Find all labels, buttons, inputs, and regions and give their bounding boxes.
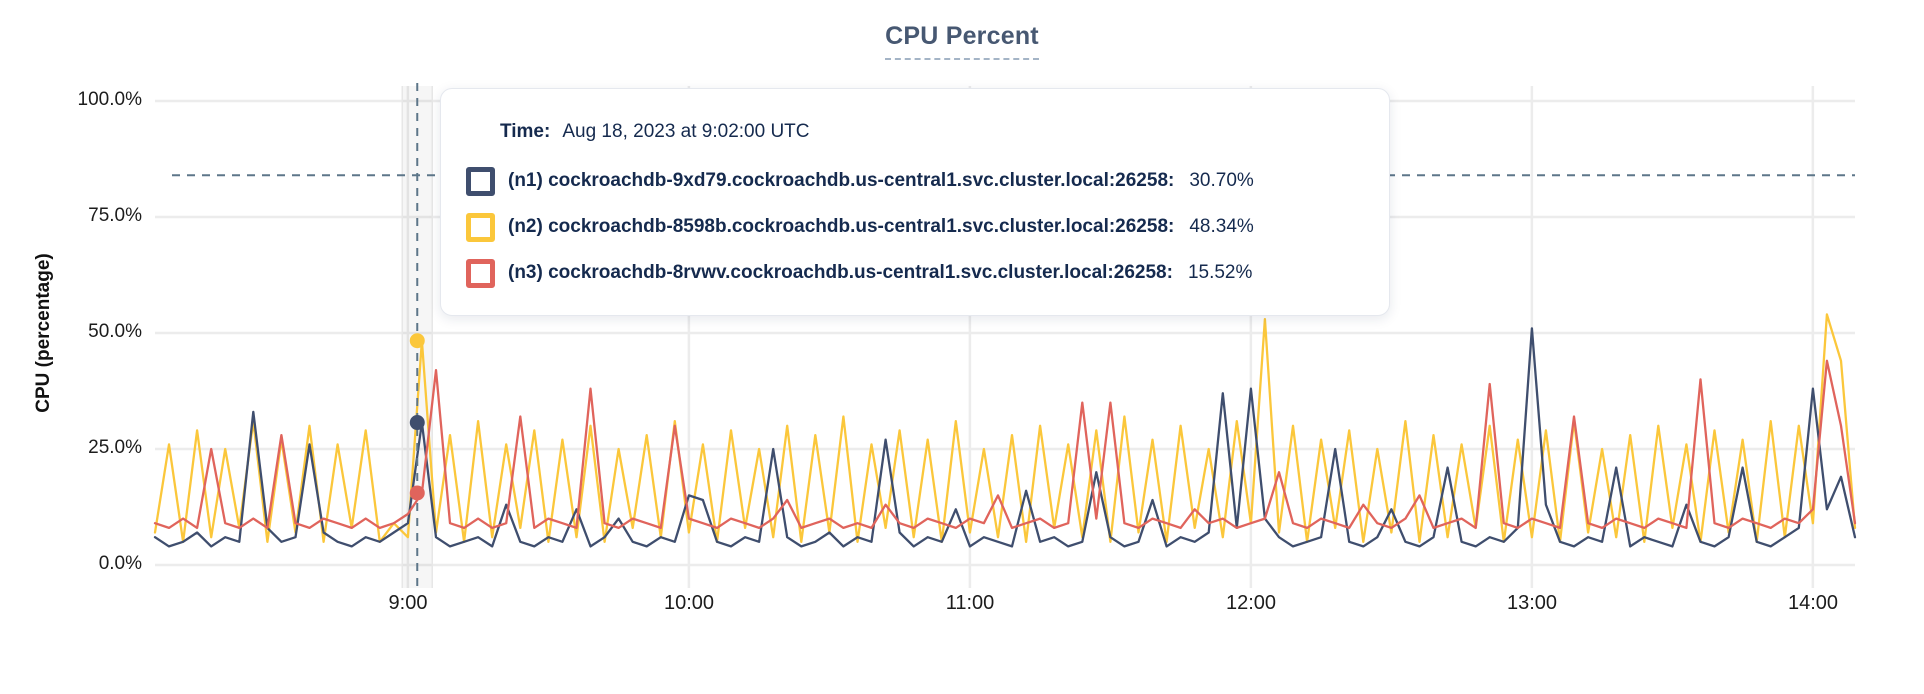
- x-tick-label-11: 11:00: [945, 592, 995, 614]
- y-tick-label-0: 0.0%: [98, 553, 142, 574]
- tooltip-series-value-n2: 48.34%: [1189, 216, 1254, 237]
- tooltip-series-row-n1: (n1) cockroachdb-9xd79.cockroachdb.us-ce…: [466, 161, 1361, 201]
- tooltip-time-row: Time: Aug 18, 2023 at 9:02:00 UTC: [500, 121, 1361, 143]
- tooltip-time-value: Aug 18, 2023 at 9:02:00 UTC: [562, 121, 810, 142]
- y-tick-label-75: 75.0%: [88, 205, 142, 226]
- x-tick-label-10: 10:00: [663, 592, 715, 614]
- tooltip-series-row-n2: (n2) cockroachdb-8598b.cockroachdb.us-ce…: [466, 207, 1361, 247]
- chart-title-wrap: CPU Percent: [0, 22, 1924, 60]
- y-tick-label-100: 100.0%: [77, 89, 142, 110]
- tooltip-series-row-n3: (n3) cockroachdb-8rvwv.cockroachdb.us-ce…: [466, 253, 1361, 293]
- legend-marker-n3: [466, 258, 495, 288]
- tooltip-series-label-n2: (n2) cockroachdb-8598b.cockroachdb.us-ce…: [508, 216, 1175, 237]
- chart-tooltip: Time: Aug 18, 2023 at 9:02:00 UTC (n1) co…: [440, 88, 1390, 316]
- legend-marker-n2: [466, 212, 495, 242]
- y-tick-label-25: 25.0%: [88, 437, 142, 458]
- legend-marker-n1: [466, 166, 495, 196]
- tooltip-time-label: Time:: [500, 121, 551, 142]
- tooltip-series-value-n3: 15.52%: [1187, 262, 1253, 283]
- x-tick-label-13: 13:00: [1506, 592, 1558, 614]
- tooltip-series-label-n3: (n3) cockroachdb-8rvwv.cockroachdb.us-ce…: [508, 262, 1173, 283]
- x-tick-label-12: 12:00: [1225, 592, 1277, 614]
- x-tick-label-14: 14:00: [1787, 592, 1839, 614]
- tooltip-series-label-n1: (n1) cockroachdb-9xd79.cockroachdb.us-ce…: [508, 170, 1175, 191]
- tooltip-series-value-n1: 30.70%: [1189, 170, 1254, 191]
- y-tick-label-50: 50.0%: [88, 321, 142, 342]
- x-tick-label-9: 9:00: [388, 592, 428, 614]
- chart-title: CPU Percent: [885, 22, 1039, 60]
